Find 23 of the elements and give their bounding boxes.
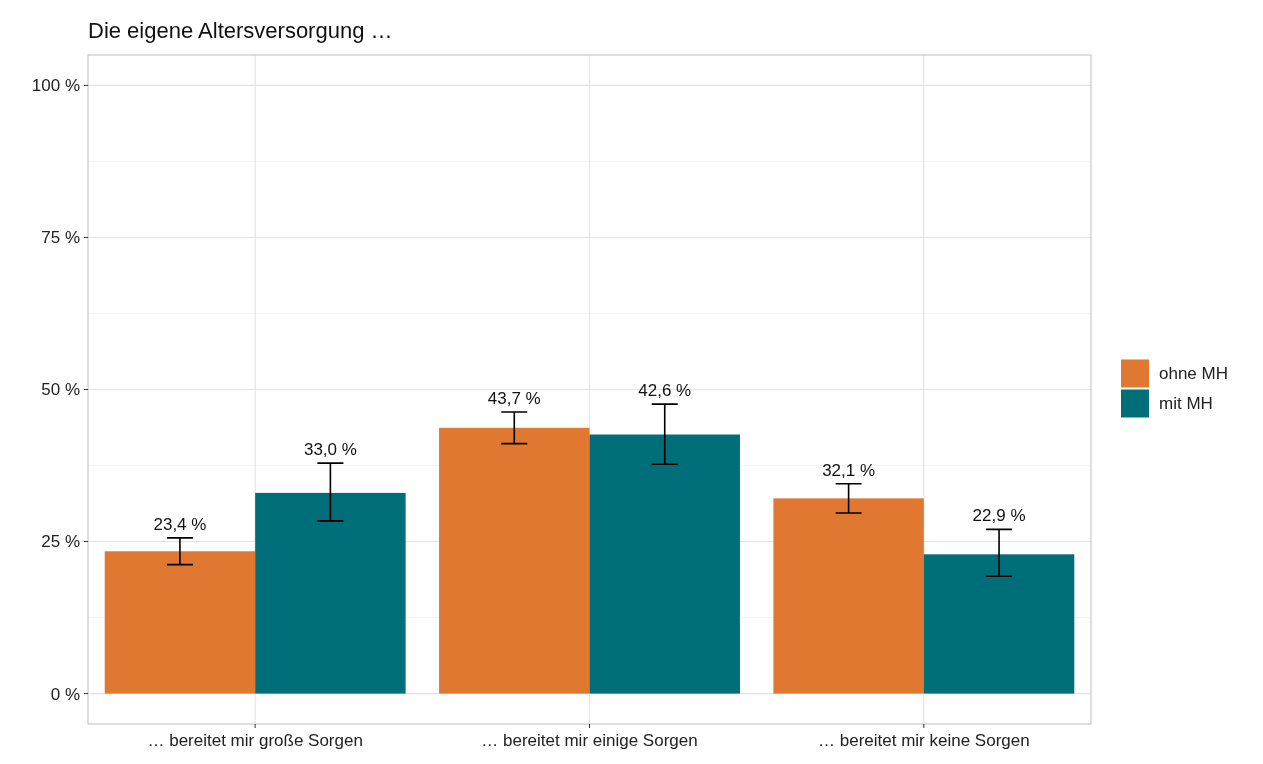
bar	[255, 492, 406, 694]
data-label: 33,0 %	[303, 440, 357, 460]
y-tick-label: 75 %	[41, 228, 80, 248]
data-label: 22,9 %	[972, 506, 1026, 526]
bar	[773, 498, 924, 694]
x-tick-label: … bereitet mir große Sorgen	[147, 731, 363, 750]
data-label: 42,6 %	[638, 381, 692, 401]
y-tick-label: 100 %	[31, 76, 80, 96]
data-label: 43,7 %	[487, 389, 541, 408]
bar	[589, 434, 740, 694]
bar	[923, 554, 1075, 694]
chart-title: Die eigene Altersversorgung …	[88, 18, 393, 43]
x-tick-label: … bereitet mir einige Sorgen	[481, 731, 698, 750]
x-tick-label: … bereitet mir keine Sorgen	[818, 731, 1030, 750]
legend-label: ohne MH	[1159, 364, 1228, 384]
legend-label: mit MH	[1159, 394, 1213, 414]
bar	[439, 427, 590, 694]
data-label: 32,1 %	[822, 460, 876, 480]
data-label: 23,4 %	[153, 514, 207, 534]
y-tick-label: 0 %	[50, 684, 80, 704]
y-tick-label: 50 %	[41, 380, 80, 400]
bar	[104, 551, 256, 694]
y-tick-label: 25 %	[41, 532, 80, 552]
